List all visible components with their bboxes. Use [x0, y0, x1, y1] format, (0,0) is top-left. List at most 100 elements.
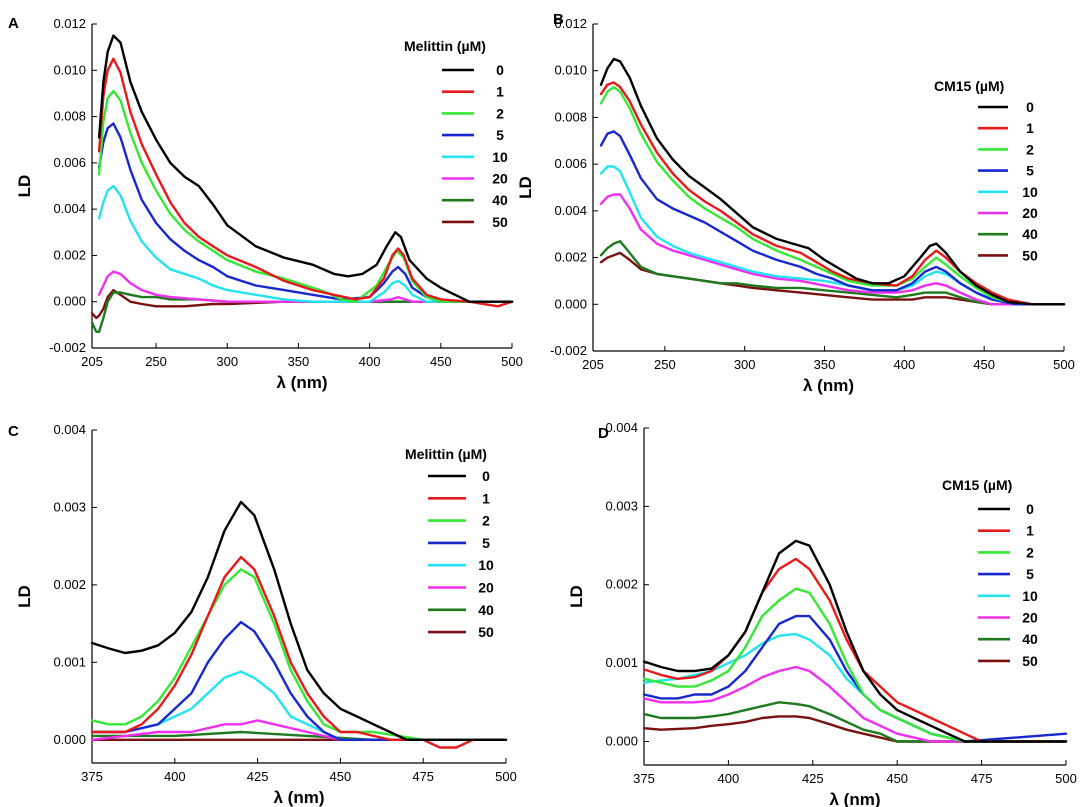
y-tick-label: -0.002	[49, 340, 86, 355]
x-tick-label: 250	[145, 354, 167, 369]
legend-label-2: 2	[482, 513, 490, 529]
legend-label-0: 0	[482, 468, 490, 484]
y-axis-title: LD	[15, 175, 34, 198]
x-tick-label: 400	[893, 357, 915, 372]
y-tick-label: 0.004	[53, 422, 86, 437]
x-tick-label: 425	[802, 771, 824, 786]
x-tick-label: 450	[430, 354, 452, 369]
x-tick-label: 400	[359, 354, 381, 369]
series-line-40	[599, 240, 1066, 306]
series-line-2	[642, 587, 1068, 743]
series-line-0	[90, 500, 508, 741]
panel-a: A -0.002 0.000 0.002 0.004 0.006 0.008 0.010 0.0…	[8, 15, 523, 392]
x-tick-label: 205	[582, 357, 604, 372]
series-line-50	[642, 715, 1068, 743]
series-line-1	[642, 557, 1068, 743]
legend-label-40: 40	[1022, 631, 1038, 647]
x-tick-label: 450	[886, 771, 908, 786]
y-tick-label: 0.003	[53, 499, 86, 514]
legend-title: Melittin (µM)	[405, 446, 487, 462]
legend-label-1: 1	[1026, 120, 1034, 136]
series-line-0	[642, 539, 1068, 743]
x-tick-label: 300	[734, 357, 756, 372]
y-axis-title: LD	[15, 585, 34, 608]
legend-label-50: 50	[478, 624, 494, 640]
legend-label-40: 40	[492, 192, 508, 208]
series-line-20	[642, 665, 1068, 743]
y-tick-label: 0.001	[605, 655, 638, 670]
legend: Melittin (µM) 0 1 2 5 10 20 40 50	[405, 446, 494, 640]
series-line-2	[599, 85, 1066, 306]
x-tick-label: 350	[814, 357, 836, 372]
legend-label-10: 10	[1022, 184, 1038, 200]
legend: CM15 (µM) 0 1 2 5 10 20 40 50	[942, 477, 1038, 669]
series-line-10	[97, 184, 514, 303]
legend-label-10: 10	[478, 557, 494, 573]
legend-label-50: 50	[1022, 247, 1038, 263]
legend-label-20: 20	[1022, 205, 1038, 221]
series-line-1	[90, 555, 508, 749]
legend-label-20: 20	[492, 171, 508, 187]
y-tick-label: 0.004	[605, 420, 638, 435]
y-axis-title: LD	[516, 176, 535, 199]
legend: CM15 (µM) 0 1 2 5 10 20 40 50	[934, 78, 1038, 263]
x-tick-label: 205	[81, 354, 103, 369]
x-tick-label: 475	[412, 769, 434, 784]
y-tick-label: 0.008	[554, 109, 587, 124]
series-line-5	[97, 122, 514, 303]
y-tick-label: 0.002	[554, 250, 587, 265]
series-line-2	[97, 89, 514, 303]
series-lines	[599, 57, 1066, 306]
x-axis-title: λ (nm)	[277, 373, 328, 392]
legend-label-40: 40	[1022, 226, 1038, 242]
x-tick-label: 450	[330, 769, 352, 784]
series-lines	[90, 34, 514, 333]
series-line-10	[90, 670, 508, 741]
x-tick-label: 500	[1053, 357, 1075, 372]
legend-label-5: 5	[482, 535, 490, 551]
y-tick-label: 0.002	[53, 577, 86, 592]
y-tick-label: 0.012	[53, 16, 86, 31]
x-tick-label: 475	[971, 771, 993, 786]
legend-label-2: 2	[496, 105, 504, 121]
x-tick-label: 500	[501, 354, 523, 369]
panel-b: B -0.002 0.000 0.002 0.004 0.006 0.008 0.010 0.0…	[516, 11, 1075, 395]
legend-label-1: 1	[1026, 523, 1034, 539]
x-tick-label: 350	[288, 354, 310, 369]
y-tick-label: 0.002	[53, 247, 86, 262]
legend-title: CM15 (µM)	[942, 477, 1012, 493]
series-line-40	[642, 701, 1068, 743]
series-line-1	[97, 57, 514, 308]
y-tick-label: -0.002	[550, 343, 587, 358]
legend-label-1: 1	[482, 490, 490, 506]
series-line-20	[599, 193, 1066, 306]
series-lines	[90, 500, 508, 749]
x-tick-label: 375	[81, 769, 103, 784]
legend-label-50: 50	[492, 214, 508, 230]
x-tick-label: 500	[495, 769, 517, 784]
x-tick-label: 425	[247, 769, 269, 784]
series-line-50	[599, 251, 1066, 306]
legend-label-5: 5	[496, 127, 504, 143]
legend-label-0: 0	[1026, 501, 1034, 517]
y-tick-label: 0.002	[605, 577, 638, 592]
y-axis-title: LD	[567, 585, 586, 608]
y-tick-label: 0.006	[53, 155, 86, 170]
series-line-1	[599, 81, 1066, 306]
x-tick-label: 375	[633, 771, 655, 786]
y-tick-label: 0.001	[53, 654, 86, 669]
series-line-0	[97, 34, 514, 303]
legend-label-20: 20	[1022, 610, 1038, 626]
panel-letter: D	[598, 425, 609, 442]
panel-letter: C	[8, 423, 19, 440]
legend-label-5: 5	[1026, 163, 1034, 179]
y-tick-label: 0.003	[605, 498, 638, 513]
x-tick-label: 250	[654, 357, 676, 372]
legend-label-40: 40	[478, 602, 494, 618]
legend-title: Melittin (µM)	[404, 38, 486, 54]
legend-label-50: 50	[1022, 653, 1038, 669]
x-tick-label: 300	[216, 354, 238, 369]
